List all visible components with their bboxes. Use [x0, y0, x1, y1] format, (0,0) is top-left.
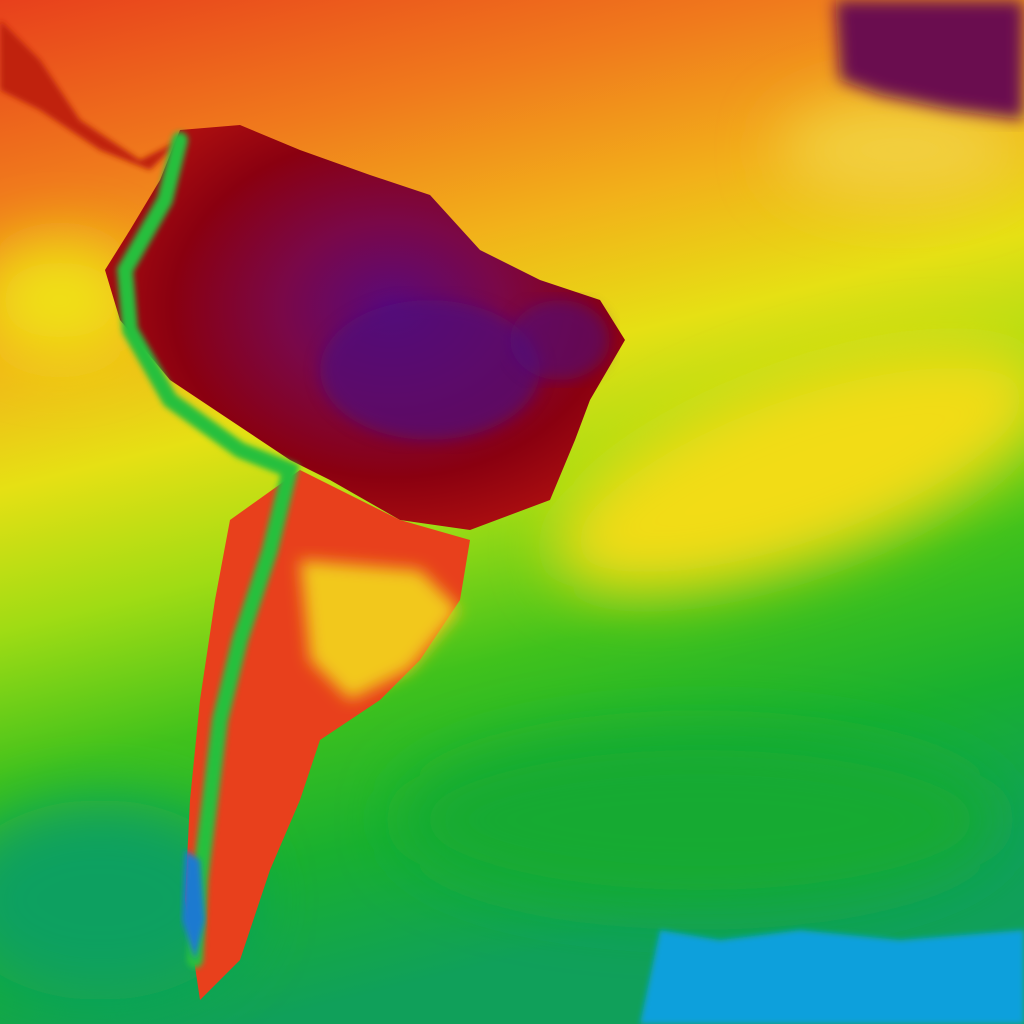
central-america	[0, 20, 180, 170]
north-atlantic-cold-region	[835, 0, 1024, 120]
amazon-hot-core	[320, 300, 540, 440]
patagonia-icefield	[182, 850, 205, 960]
pampas-warm-zone	[300, 560, 460, 700]
ocean-temperature-bands	[0, 100, 1024, 1000]
brazil-highlands-hot-core	[510, 300, 610, 380]
south-america-landmass	[105, 125, 625, 1000]
antarctic-cold-region	[640, 930, 1024, 1024]
andes-cold-ridge	[116, 132, 300, 968]
